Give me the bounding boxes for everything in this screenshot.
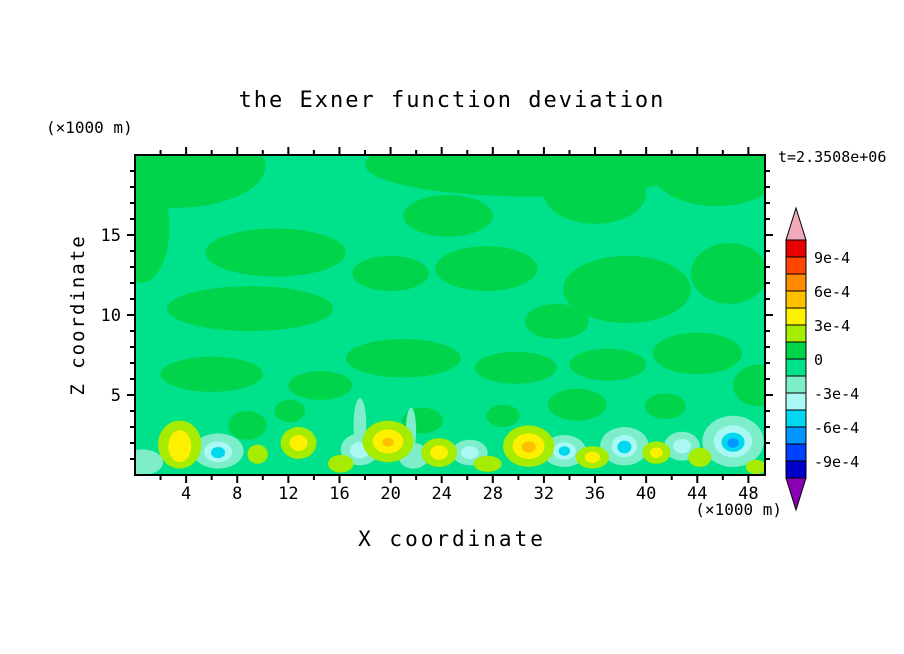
colorbar-segment [785,307,807,326]
x-tick-label: 36 [585,484,605,504]
colorbar-label: -6e-4 [814,419,859,437]
contour-blob-green [228,411,267,440]
x-tick-label: 44 [687,484,707,504]
colorbar-segment [785,426,807,445]
colorbar-label: 6e-4 [814,283,850,301]
colorbar-label: 3e-4 [814,317,850,335]
colorbar-label: -3e-4 [814,385,859,403]
colorbar-segment [785,239,807,258]
contour-blob-yellow [168,430,192,463]
contour-blob-chartreuse [688,447,712,467]
y-tick-label: 15 [101,226,121,246]
y-tick-label: 5 [111,386,121,406]
contour-blob-green [135,171,170,283]
x-tick-label: 16 [329,484,349,504]
x-tick-label: 20 [380,484,400,504]
contour-blob-green [435,246,538,291]
colorbar-arrow-bottom [785,477,807,512]
contour-blob-green [474,351,557,384]
contour-blob-cyan [211,447,226,459]
x-axis-units: (×1000 m) [695,500,782,519]
contour-blob-green [274,399,305,423]
x-tick-label: 40 [636,484,656,504]
contour-blob-green [543,163,647,224]
contour-blob-pale_cyan [460,446,479,459]
colorbar-segment [785,273,807,292]
colorbar-arrow-top [785,206,807,241]
contour-blob-aqua [135,449,164,475]
colorbar-segment [785,392,807,411]
colorbar: 9e-4 6e-4 3e-4 0 -3e-4 -6e-4 -9e-4 [785,206,859,512]
x-tick-label: 8 [232,484,242,504]
colorbar-segment [785,409,807,428]
contour-blob-yellow [649,447,663,458]
contour-blob-chartreuse [473,455,502,472]
colorbar-segment [785,256,807,275]
colorbar-segment [785,375,807,394]
plot-title: the Exner function deviation [238,88,666,113]
colorbar-label: 9e-4 [814,249,850,267]
contour-blob-green [569,348,647,381]
x-tick-label: 28 [483,484,503,504]
x-axis-label: X coordinate [358,527,546,551]
axis-ticks [127,147,773,483]
x-tick-label: 32 [534,484,554,504]
contour-blob-green [644,393,686,420]
contour-blob-yellow [430,445,449,460]
contour-blob-green [563,255,691,323]
contour-blob-amber [382,437,394,447]
contour-blob-green [690,243,765,304]
contour-blob-green [733,364,765,407]
y-axis-label: Z coordinate [67,234,89,396]
contour-blob-green [652,155,765,207]
time-annotation: t=2.3508e+06 [778,148,887,166]
contour-blob-green [205,228,346,277]
y-axis-units: (×1000 m) [46,118,133,137]
x-tick-label: 12 [278,484,298,504]
colorbar-segment [785,341,807,360]
colorbar-segment [785,443,807,462]
contour-blob-chartreuse [247,444,268,464]
colorbar-segment [785,460,807,479]
contour-blob-green [524,303,589,339]
contour-blob-yellow [289,435,308,451]
contour-blob-green [166,286,334,331]
contour-blob-chartreuse [745,459,765,475]
contour-blob-cyan [617,440,632,454]
contour-blob-chartreuse [327,455,354,473]
contour-blob-green [547,388,607,421]
x-tick-label: 24 [431,484,451,504]
colorbar-segment [785,358,807,377]
contour-blob-green [486,404,520,427]
contour-blob-green [365,155,698,197]
colorbar-segment [785,290,807,309]
y-tick-label: 10 [101,306,121,326]
contour-field [135,155,765,475]
x-tick-label: 4 [181,484,191,504]
x-tick-label: 48 [738,484,758,504]
contour-blob-green [345,339,461,378]
contour-blob-pale_cyan [672,439,691,454]
contour-blob-green [403,195,493,237]
contour-blob-green [288,371,353,400]
contour-blob-green [652,332,742,375]
colorbar-label: -9e-4 [814,453,859,471]
contour-blob-amber [521,441,536,453]
contour-blob-cyan [558,446,571,456]
colorbar-label: 0 [814,351,823,369]
contour-blob-green [352,255,429,291]
contour-blob-azure [727,438,739,448]
contour-blob-green [135,155,266,208]
contour-blob-green [160,356,263,392]
contour-blob-yellow [584,451,601,463]
colorbar-segment [785,324,807,343]
